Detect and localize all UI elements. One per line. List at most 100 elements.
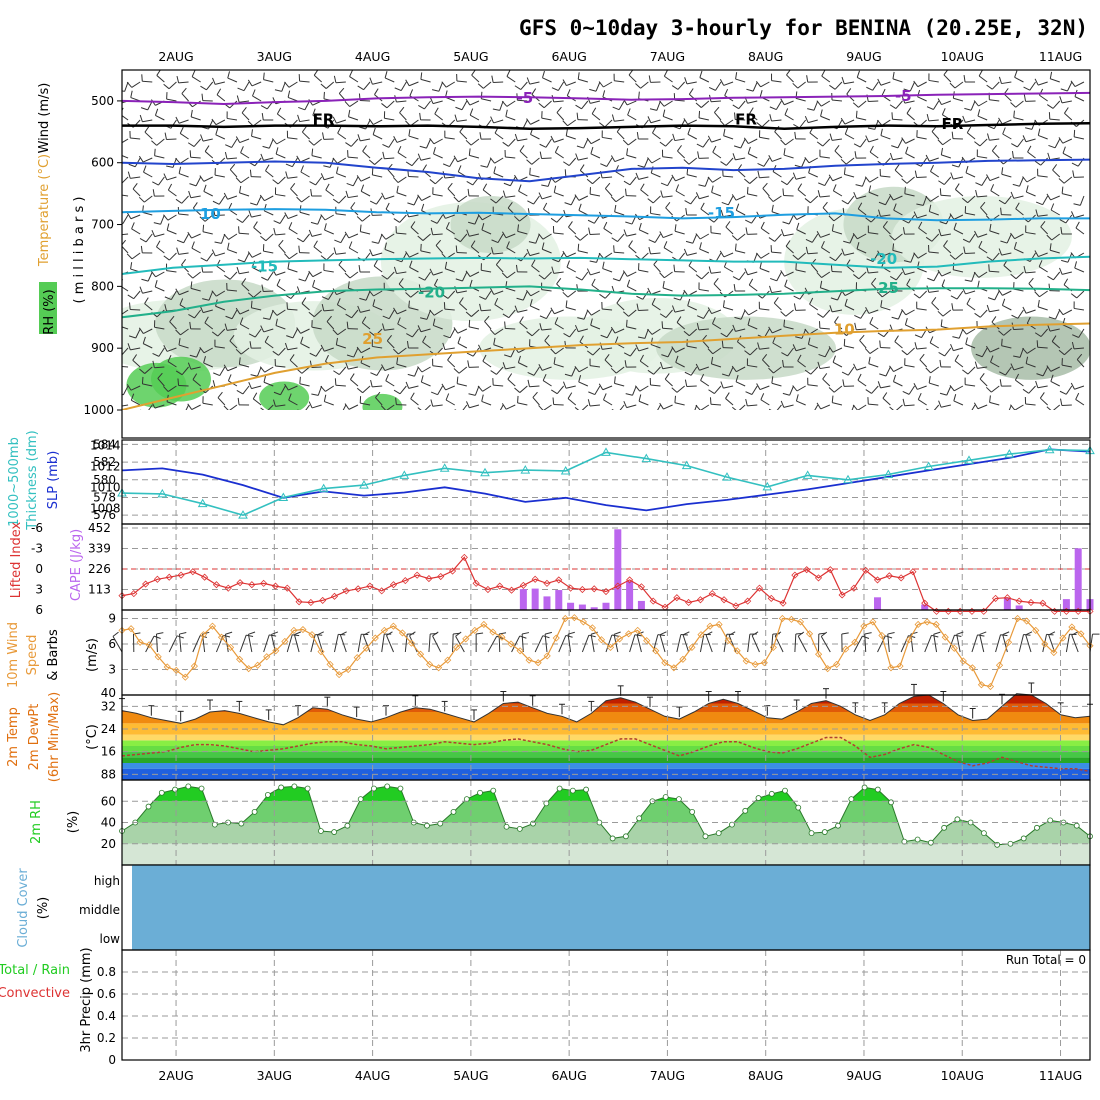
wind-barb-flag [288, 393, 292, 401]
wind-barb [519, 385, 528, 393]
wind-barb-flag [494, 297, 499, 305]
wind-barb-flag [952, 262, 955, 270]
wind-barb [943, 245, 952, 254]
rh-point [424, 822, 430, 829]
wind-barb-flag [1050, 203, 1055, 211]
wind-barb-flag [579, 335, 584, 343]
wind-barb [772, 171, 782, 178]
wind-barb-flag [271, 138, 278, 145]
wind-barb [759, 385, 770, 391]
wind-barb-flag [612, 278, 620, 282]
rh-point [158, 789, 165, 796]
wind-barb [614, 382, 625, 387]
wind-speed-point [335, 671, 343, 679]
wind-barb-flag [623, 311, 629, 317]
wind-barb-flag [235, 177, 242, 184]
wind-barb-flag [325, 183, 330, 191]
wind-barb [311, 233, 322, 237]
wind-barb-flag [840, 158, 847, 165]
wind-barb [338, 195, 347, 204]
wind-barb-flag [360, 184, 365, 192]
wind-barb-flag [1010, 404, 1016, 410]
wind-barb-flag [544, 631, 553, 635]
wind-barb-flag [320, 344, 325, 352]
wind-barb [1013, 117, 1024, 121]
wind-barb-flag [175, 116, 180, 124]
wind-barb [132, 188, 141, 197]
wind-barb-flag [235, 307, 241, 315]
wind-barb-flag [695, 274, 702, 280]
wind-barb-flag [751, 631, 759, 636]
wind-barb [590, 634, 595, 653]
wind-barb [626, 154, 637, 159]
wind-barb [287, 347, 298, 351]
wind-barb [1064, 347, 1073, 356]
contour-label: -15 [708, 204, 735, 222]
wind-barb-flag [356, 175, 362, 182]
wind-barb [566, 135, 576, 140]
wind-barb [520, 81, 528, 90]
wind-barb [904, 193, 915, 197]
wind-barb [517, 309, 528, 313]
wind-barb [788, 214, 794, 225]
wind-barb [350, 379, 359, 387]
wind-barb [602, 385, 613, 391]
wind-barb [122, 114, 129, 121]
wind-barb [1003, 328, 1012, 336]
wind-barb-flag [289, 354, 295, 361]
wind-barb [677, 150, 685, 159]
wind-barb-flag [252, 392, 258, 400]
wind-barb-flag [1061, 259, 1069, 263]
wind-barb-flag [806, 75, 809, 83]
wind-barb-flag [636, 303, 639, 311]
wind-barb-flag [1071, 211, 1075, 218]
wind-barb-flag [250, 374, 258, 377]
wind-barb [519, 214, 528, 222]
wind-barb [533, 195, 540, 205]
wind-barb-flag [574, 365, 580, 373]
wind-barb [762, 359, 770, 368]
wind-barb [459, 131, 468, 140]
wind-barb-flag [914, 170, 918, 178]
wind-barb-flag [877, 381, 882, 389]
wind-barb-flag [457, 165, 462, 173]
wind-barb [1017, 138, 1024, 148]
wind-barb-flag [346, 354, 354, 358]
wind-barb-flag [963, 75, 966, 83]
wind-barb-flag [538, 192, 543, 200]
wind-barb-flag [501, 272, 508, 279]
wind-barb [457, 157, 468, 163]
rh-point [768, 790, 775, 797]
wind-barb-flag [973, 271, 980, 278]
wind-barb-flag [635, 172, 640, 180]
wind-barb [408, 81, 419, 87]
wind-barb-flag [780, 311, 787, 317]
wind-barb-flag [965, 337, 968, 345]
wind-barb [444, 176, 455, 179]
wind-barb [713, 283, 722, 292]
li-point [236, 579, 244, 587]
wind-barb-flag [176, 635, 184, 639]
wind-barb [386, 404, 395, 410]
wind-speed-point [344, 665, 352, 674]
wind-barb [1019, 176, 1024, 187]
wind-barb-flag [344, 272, 351, 279]
wind-barb-flag [648, 75, 651, 83]
cape-bar [874, 597, 882, 610]
wind-barb [977, 233, 988, 238]
date-label-bottom: 10AUG [941, 1068, 984, 1083]
wind-barb [505, 156, 516, 159]
wind-barb [456, 251, 467, 254]
wind-barb [432, 193, 443, 197]
temp-unit: (°C) [85, 724, 100, 750]
wind-barb-flag [853, 143, 861, 148]
wind-barb-flag [455, 245, 458, 253]
wind-barb [728, 635, 737, 653]
wind-barb-flag [588, 227, 591, 235]
wind-barb [375, 397, 383, 406]
wind-barb [447, 359, 456, 368]
wind-barb-flag [927, 277, 935, 282]
wind-barb [603, 81, 613, 88]
wind-barb [820, 404, 831, 410]
wind-speed-point [552, 634, 560, 642]
